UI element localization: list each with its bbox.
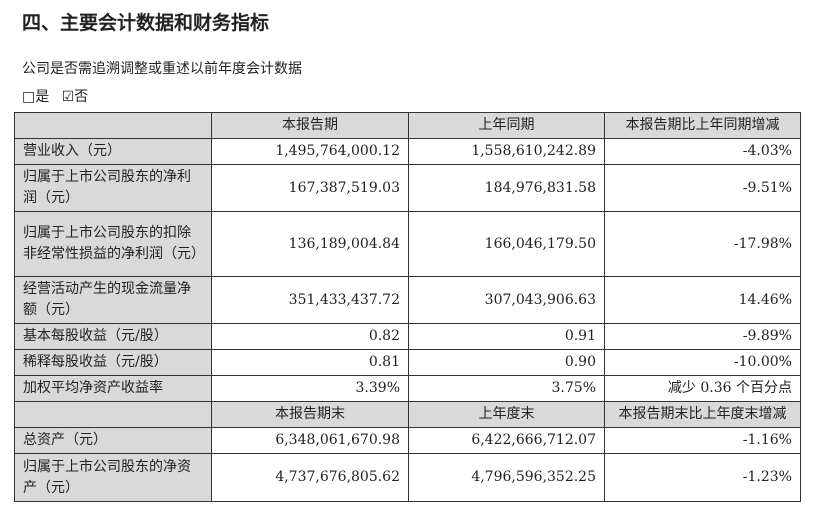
value-cell: 136,189,004.84 xyxy=(211,211,409,277)
section-title: 四、主要会计数据和财务指标 xyxy=(22,12,270,34)
table-row: 加权平均净资产收益率 3.39% 3.75% 减少 0.36 个百分点 xyxy=(14,375,801,402)
value-cell: 0.81 xyxy=(211,349,409,376)
value-cell: 351,433,437.72 xyxy=(211,276,409,324)
table-header-row: 本报告期末 上年度末 本报告期末比上年度末增减 xyxy=(14,401,801,428)
column-header: 上年同期 xyxy=(408,112,605,139)
column-header xyxy=(14,401,212,428)
value-cell: -17.98% xyxy=(604,211,801,277)
value-cell: 307,043,906.63 xyxy=(408,276,605,324)
table-row: 稀释每股收益（元/股） 0.81 0.90 -10.00% xyxy=(14,349,801,376)
value-cell: -1.23% xyxy=(604,453,801,502)
column-header: 本报告期比上年同期增减 xyxy=(604,112,801,139)
row-label: 经营活动产生的现金流量净额（元） xyxy=(14,276,212,324)
table-row: 归属于上市公司股东的净利润（元） 167,387,519.03 184,976,83… xyxy=(14,164,801,212)
value-cell: -9.89% xyxy=(604,323,801,350)
option-yes: □是 xyxy=(22,89,50,105)
value-cell: 1,495,764,000.12 xyxy=(211,138,409,165)
row-label: 归属于上市公司股东的扣除非经常性损益的净利润（元） xyxy=(14,211,212,277)
value-cell: 3.39% xyxy=(211,375,409,402)
row-label: 加权平均净资产收益率 xyxy=(14,375,212,402)
value-cell: 3.75% xyxy=(408,375,605,402)
row-label: 稀释每股收益（元/股） xyxy=(14,349,212,376)
value-cell: 14.46% xyxy=(604,276,801,324)
value-cell: -10.00% xyxy=(604,349,801,376)
column-header: 本报告期末比上年度末增减 xyxy=(604,401,801,428)
value-cell: -4.03% xyxy=(604,138,801,165)
value-cell: 4,796,596,352.25 xyxy=(408,453,605,502)
table-row: 基本每股收益（元/股） 0.82 0.91 -9.89% xyxy=(14,323,801,350)
restatement-question: 公司是否需追溯调整或重述以前年度会计数据 xyxy=(22,61,302,77)
column-header: 本报告期末 xyxy=(211,401,409,428)
table-row: 营业收入（元） 1,495,764,000.12 1,558,610,242.89-… xyxy=(14,138,801,165)
restatement-options: □是 ☑否 xyxy=(22,86,88,106)
financial-data-table: 本报告期 上年同期 本报告期比上年同期增减 营业收入（元） 1,495,764,000.… xyxy=(14,112,801,502)
value-cell: -9.51% xyxy=(604,164,801,212)
row-label: 总资产（元） xyxy=(14,427,212,454)
value-cell: 0.82 xyxy=(211,323,409,350)
column-header: 本报告期 xyxy=(211,112,409,139)
value-cell: 167,387,519.03 xyxy=(211,164,409,212)
value-cell: 0.90 xyxy=(408,349,605,376)
value-cell: 6,348,061,670.98 xyxy=(211,427,409,454)
value-cell: 184,976,831.58 xyxy=(408,164,605,212)
value-cell: -1.16% xyxy=(604,427,801,454)
table-header-row: 本报告期 上年同期 本报告期比上年同期增减 xyxy=(14,112,801,139)
value-cell: 1,558,610,242.89 xyxy=(408,138,605,165)
table-row: 总资产（元） 6,348,061,670.98 6,422,666,712.07 -1… xyxy=(14,427,801,454)
table-row: 经营活动产生的现金流量净额（元） 351,433,437.72 307,043,90… xyxy=(14,276,801,324)
table-row: 归属于上市公司股东的净资产（元） 4,737,676,805.62 4,796,59… xyxy=(14,453,801,502)
row-label: 归属于上市公司股东的净利润（元） xyxy=(14,164,212,212)
column-header: 上年度末 xyxy=(408,401,605,428)
table-row: 归属于上市公司股东的扣除非经常性损益的净利润（元） 136,189,004.84 1… xyxy=(14,211,801,277)
option-no: ☑否 xyxy=(61,89,89,105)
value-cell: 6,422,666,712.07 xyxy=(408,427,605,454)
value-cell: 4,737,676,805.62 xyxy=(211,453,409,502)
row-label: 营业收入（元） xyxy=(14,138,212,165)
value-cell: 166,046,179.50 xyxy=(408,211,605,277)
row-label: 归属于上市公司股东的净资产（元） xyxy=(14,453,212,502)
row-label: 基本每股收益（元/股） xyxy=(14,323,212,350)
value-cell: 减少 0.36 个百分点 xyxy=(604,375,801,402)
column-header xyxy=(14,112,212,139)
value-cell: 0.91 xyxy=(408,323,605,350)
